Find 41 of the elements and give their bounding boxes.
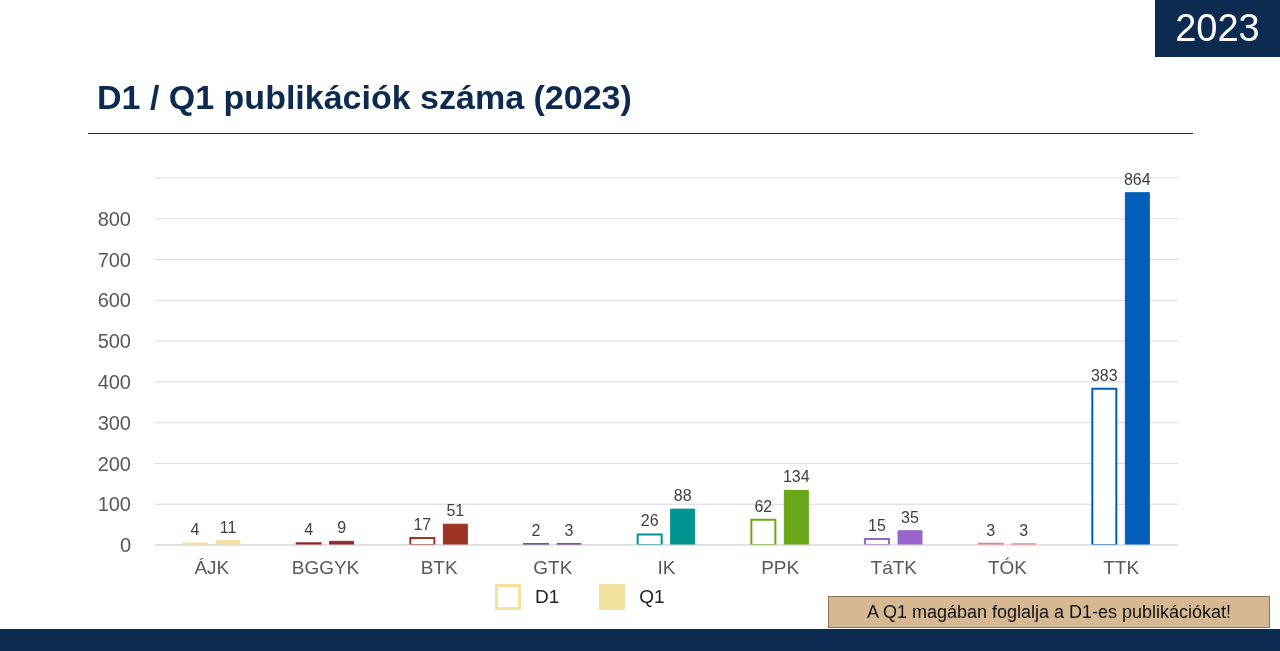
data-label: 26	[640, 512, 659, 530]
data-label: 15	[868, 516, 886, 534]
x-tick-label: TTK	[1103, 557, 1140, 579]
chart-title: D1 / Q1 publikációk száma (2023)	[97, 78, 632, 117]
y-tick-label: 700	[97, 248, 131, 271]
data-label: 11	[219, 518, 237, 536]
x-tick-label: ÁJK	[194, 557, 230, 579]
legend-label: Q1	[639, 586, 665, 608]
y-tick-label: 300	[97, 411, 131, 434]
x-tick-label: BTK	[420, 557, 458, 579]
data-label: 4	[304, 521, 314, 539]
data-label: 62	[754, 497, 773, 515]
data-label: 134	[782, 468, 810, 486]
y-tick-label: 200	[97, 452, 131, 475]
data-label: 2	[531, 522, 541, 540]
x-tick-label: GTK	[533, 557, 573, 579]
data-label: 17	[413, 516, 432, 534]
y-tick-label: 400	[97, 370, 131, 393]
y-tick-label: 100	[97, 493, 131, 516]
data-label: 88	[673, 487, 692, 505]
x-tick-label: TÓK	[987, 557, 1028, 579]
data-label: 3	[986, 521, 996, 539]
x-tick-label: IK	[657, 557, 676, 579]
data-label: 9	[337, 519, 347, 537]
y-tick-label: 600	[97, 289, 131, 312]
data-label: 383	[1090, 366, 1118, 384]
x-tick-label: BGGYK	[291, 557, 360, 579]
data-label: 35	[901, 508, 919, 526]
data-label: 864	[1123, 170, 1151, 188]
text: 2023	[1155, 0, 1280, 57]
legend-label: D1	[535, 586, 560, 608]
x-tick-label: TáTK	[870, 557, 918, 579]
y-tick-label: 0	[119, 534, 131, 557]
data-label: 51	[446, 502, 465, 520]
text: A Q1 magában foglalja a D1-es publikációkat!	[828, 596, 1270, 628]
y-tick-label: 800	[97, 207, 131, 230]
data-label: 4	[190, 521, 200, 539]
x-tick-label: PPK	[761, 557, 800, 579]
data-label: 3	[1019, 521, 1029, 539]
y-tick-label: 500	[97, 330, 131, 353]
data-label: 3	[564, 521, 574, 539]
